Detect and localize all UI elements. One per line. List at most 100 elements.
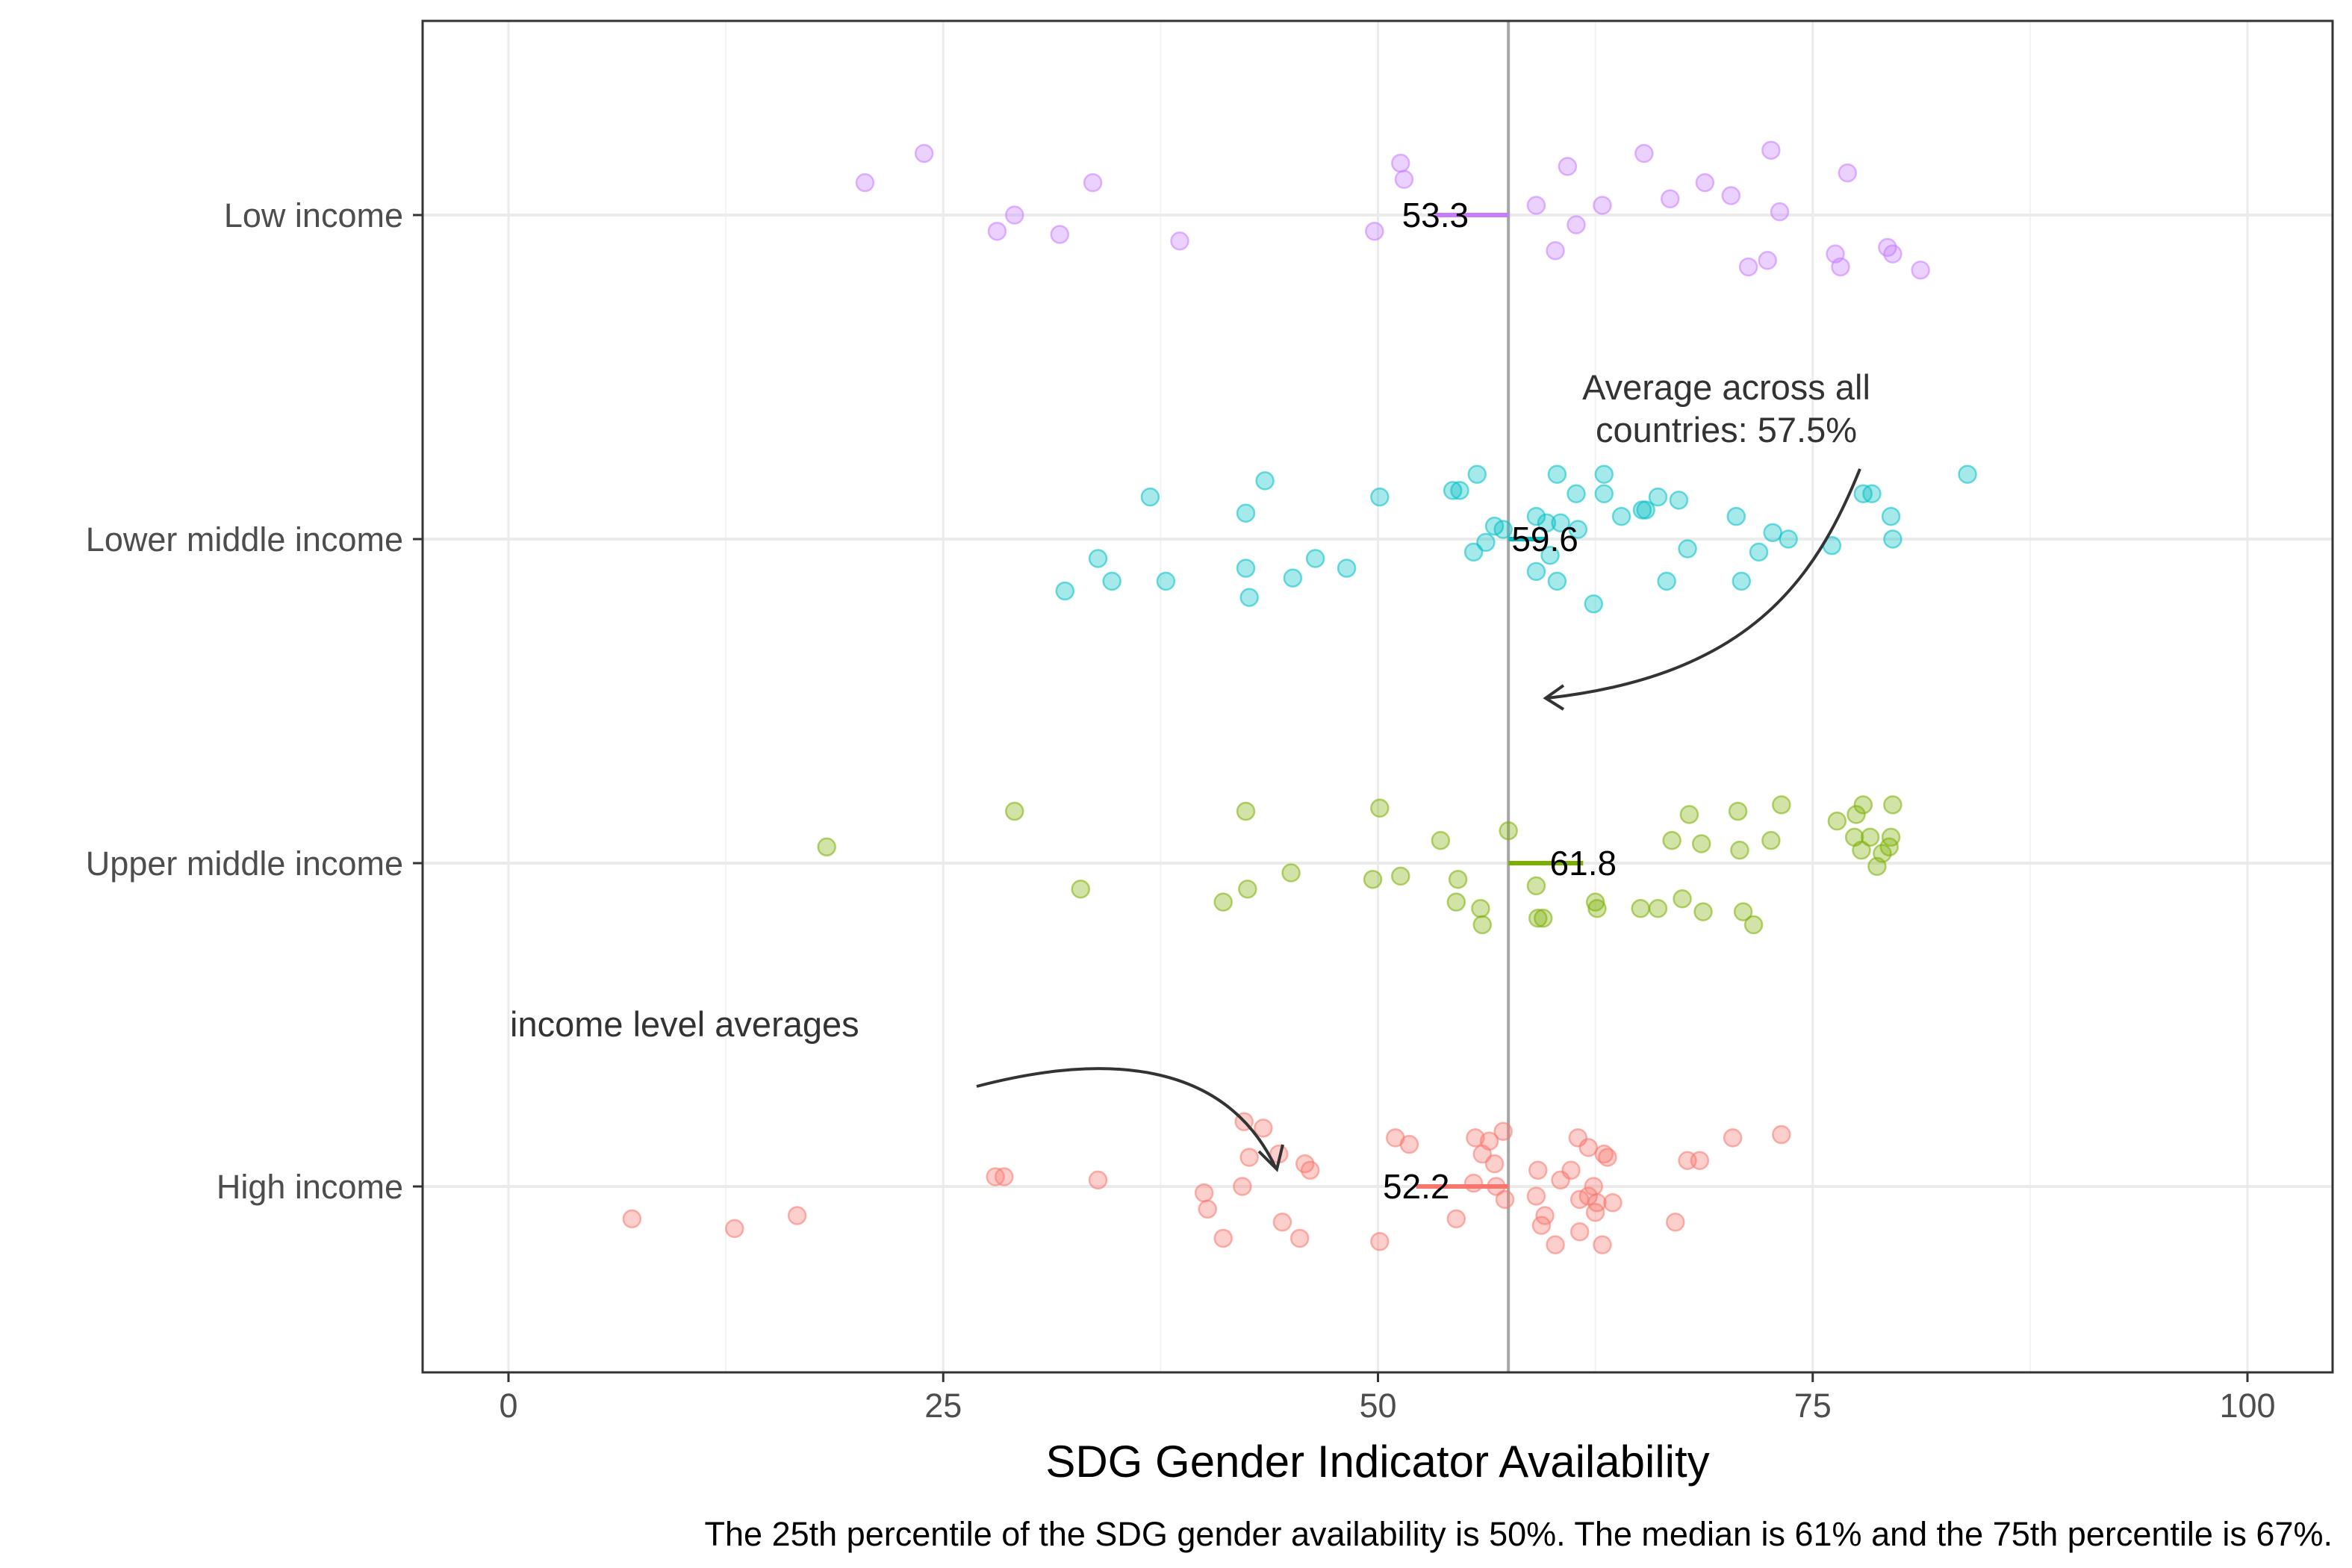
data-point bbox=[1239, 1148, 1259, 1167]
data-point bbox=[1569, 1222, 1590, 1242]
y-tick-label: High income bbox=[217, 1168, 403, 1206]
data-point bbox=[1526, 506, 1546, 526]
data-point bbox=[1693, 902, 1713, 921]
data-point bbox=[1648, 899, 1668, 918]
data-point bbox=[1300, 1160, 1320, 1180]
data-point bbox=[1847, 805, 1866, 824]
data-point bbox=[1772, 795, 1791, 815]
y-tick-label: Low income bbox=[224, 196, 403, 234]
data-point bbox=[1071, 879, 1090, 899]
data-point bbox=[1726, 506, 1746, 526]
data-point bbox=[1088, 1170, 1108, 1190]
y-tick-label: Upper middle income bbox=[86, 844, 403, 883]
data-points bbox=[622, 140, 1977, 1254]
data-point bbox=[1827, 811, 1847, 831]
data-point bbox=[1443, 481, 1463, 500]
data-point bbox=[1723, 1128, 1743, 1148]
data-point bbox=[1370, 1232, 1390, 1251]
data-point bbox=[1337, 559, 1357, 578]
mean-label: 59.6 bbox=[1511, 520, 1578, 559]
data-point bbox=[1673, 889, 1692, 909]
data-point bbox=[1690, 1151, 1710, 1171]
data-point bbox=[987, 221, 1007, 241]
data-point bbox=[1088, 549, 1108, 568]
data-point bbox=[1587, 1192, 1607, 1213]
data-point bbox=[1958, 464, 1977, 484]
data-point bbox=[1463, 542, 1484, 562]
data-point bbox=[855, 172, 875, 193]
data-point bbox=[1463, 1173, 1484, 1193]
x-tick-label: 25 bbox=[924, 1387, 962, 1425]
grid-minor bbox=[725, 21, 2031, 1372]
data-point bbox=[1526, 561, 1546, 582]
data-point bbox=[1852, 840, 1871, 860]
data-point bbox=[1170, 231, 1189, 251]
data-point bbox=[1547, 464, 1567, 484]
data-point bbox=[1446, 892, 1466, 912]
data-point bbox=[1213, 1228, 1233, 1248]
data-point bbox=[1593, 1235, 1612, 1254]
x-tick-label: 50 bbox=[1359, 1387, 1396, 1425]
arrow-curve-income-level bbox=[976, 1067, 1277, 1168]
y-tick-label: Lower middle income bbox=[86, 520, 403, 559]
data-point bbox=[1838, 163, 1858, 183]
data-point bbox=[725, 1219, 744, 1239]
data-point bbox=[1140, 487, 1160, 507]
annotation-text-average: countries: 57.5% bbox=[1596, 410, 1857, 449]
data-point bbox=[1695, 172, 1715, 193]
data-point bbox=[1289, 1228, 1310, 1248]
data-point bbox=[1526, 196, 1546, 215]
data-point bbox=[1194, 1183, 1214, 1203]
x-tick-label: 0 bbox=[499, 1387, 517, 1425]
data-point bbox=[1587, 899, 1607, 918]
data-point bbox=[1540, 545, 1560, 565]
data-point bbox=[1102, 571, 1121, 591]
data-point bbox=[1450, 481, 1469, 500]
data-point bbox=[1281, 863, 1301, 883]
data-point bbox=[1758, 251, 1777, 270]
data-point bbox=[1479, 1131, 1499, 1151]
data-point bbox=[1446, 1209, 1466, 1229]
data-point bbox=[1666, 1212, 1685, 1232]
x-tick-label: 75 bbox=[1794, 1387, 1832, 1425]
data-point bbox=[1743, 915, 1764, 935]
data-point bbox=[1661, 189, 1680, 209]
data-point bbox=[1535, 1206, 1555, 1225]
data-point bbox=[1881, 506, 1901, 526]
data-point bbox=[1236, 801, 1256, 821]
data-point bbox=[1763, 523, 1782, 543]
data-point bbox=[1526, 1186, 1546, 1206]
data-point bbox=[1004, 205, 1024, 225]
x-axis-title: SDG Gender Indicator Availability bbox=[1045, 1437, 1709, 1487]
data-point bbox=[1862, 484, 1882, 503]
data-point bbox=[1770, 202, 1790, 222]
data-point bbox=[1584, 594, 1604, 614]
data-point bbox=[1050, 225, 1070, 244]
data-point bbox=[1493, 1121, 1513, 1141]
data-point bbox=[1598, 1148, 1617, 1167]
data-point bbox=[1853, 795, 1873, 815]
mean-label: 61.8 bbox=[1550, 844, 1617, 883]
data-point bbox=[995, 1167, 1014, 1186]
data-point bbox=[1662, 830, 1681, 850]
data-point bbox=[1272, 1212, 1292, 1232]
data-point bbox=[1761, 830, 1781, 850]
data-point bbox=[1239, 588, 1259, 607]
y-axis-ticks: Low income Lower middle income Upper middl… bbox=[86, 196, 423, 1206]
data-point bbox=[1487, 1177, 1506, 1196]
grid-major bbox=[423, 21, 2333, 1372]
data-point bbox=[1593, 196, 1612, 215]
data-point bbox=[1738, 257, 1758, 277]
chart-caption: The 25th percentile of the SDG gender av… bbox=[705, 1515, 2333, 1553]
data-point bbox=[1567, 484, 1586, 503]
data-point bbox=[1391, 866, 1410, 886]
data-point bbox=[1728, 801, 1748, 821]
data-point bbox=[1083, 172, 1103, 193]
data-point bbox=[1558, 157, 1578, 176]
data-point bbox=[1749, 542, 1769, 562]
data-point bbox=[1467, 464, 1487, 484]
data-point bbox=[1526, 876, 1546, 896]
data-point bbox=[1213, 892, 1233, 912]
mean-labels: 53.3 59.6 61.8 52.2 bbox=[1383, 196, 1617, 1206]
data-point bbox=[1537, 513, 1557, 533]
